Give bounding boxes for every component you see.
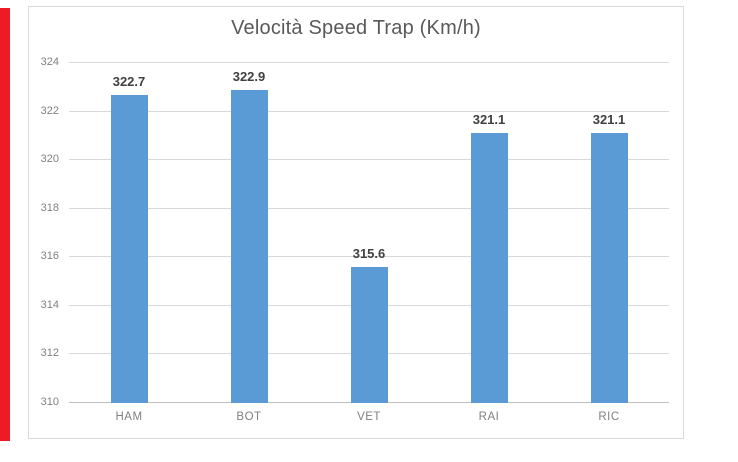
- bar-value-label: 322.7: [112, 73, 146, 89]
- y-axis-tick-label: 324: [40, 56, 59, 68]
- gridline: [69, 110, 669, 112]
- y-axis-tick-label: 322: [40, 104, 59, 117]
- y-axis-tick-label: 316: [40, 250, 59, 263]
- y-axis-tick-label: 312: [40, 347, 59, 360]
- y-axis-tick-label: 310: [40, 396, 59, 408]
- left-edge-red-strip: [0, 8, 10, 441]
- bar-bot: [230, 89, 268, 403]
- gridline: [69, 62, 669, 63]
- x-axis-category-label: RAI: [478, 411, 500, 423]
- bar-slot: 315.6: [309, 63, 429, 403]
- gridline: [69, 207, 669, 209]
- chart-container: Velocità Speed Trap (Km/h) 310 312 314 316 3…: [28, 6, 684, 439]
- x-axis: HAM BOT VET RAI RIC: [69, 411, 669, 427]
- bar-ham: [110, 94, 148, 403]
- bar-slot: 322.9: [189, 63, 309, 403]
- bar-value-label: 315.6: [352, 246, 386, 261]
- bar-value-label: 321.1: [472, 112, 506, 128]
- y-axis-tick-label: 318: [40, 201, 59, 214]
- x-axis-category-label: BOT: [236, 411, 262, 423]
- bar-value-label: 321.1: [592, 112, 626, 128]
- y-axis-tick-label: 314: [40, 298, 59, 311]
- bar-slot: 321.1: [549, 63, 669, 403]
- x-axis-category-label: RIC: [598, 411, 620, 423]
- bar-slot: 322.7: [69, 63, 189, 403]
- bar-rai: [470, 133, 508, 403]
- x-axis-category-label: VET: [357, 411, 381, 423]
- x-axis-category-label: HAM: [115, 411, 143, 423]
- y-axis: 310 312 314 316 318 320 322 324: [31, 56, 59, 408]
- bar-slot: 321.1: [429, 63, 549, 403]
- bar-ric: [590, 133, 628, 403]
- chart-title: Velocità Speed Trap (Km/h): [231, 17, 481, 39]
- plot-area: 322.7 322.9 315.6 321.1 321.1: [69, 62, 669, 403]
- bar-value-label: 322.9: [232, 68, 266, 84]
- gridline: [69, 159, 669, 161]
- gridline: [69, 256, 669, 258]
- bar-vet: [350, 267, 388, 403]
- y-axis-tick-label: 320: [40, 153, 59, 166]
